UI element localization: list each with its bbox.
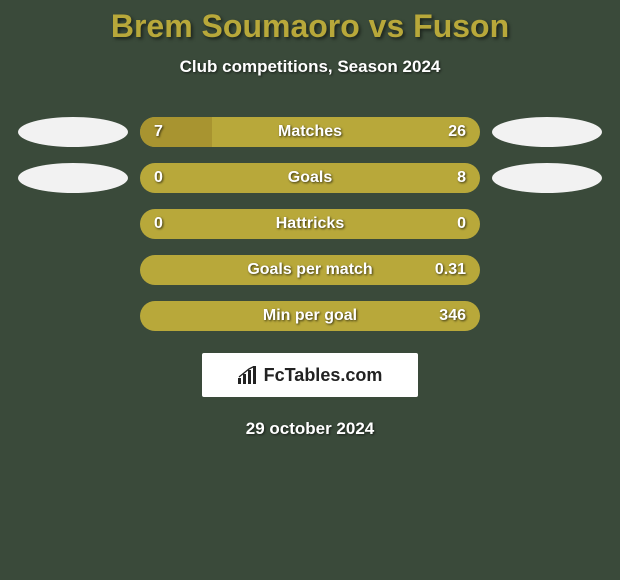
logo-badge: FcTables.com [202, 353, 418, 397]
chart-icon [238, 366, 260, 384]
date-line: 29 october 2024 [0, 419, 620, 439]
stat-name: Matches [140, 117, 480, 147]
stat-value-right: 346 [439, 301, 466, 331]
stat-bar: Goals per match0.31 [140, 255, 480, 285]
stat-value-right: 26 [448, 117, 466, 147]
stat-value-right: 8 [457, 163, 466, 193]
stat-row: 0Hattricks0 [0, 209, 620, 239]
stat-value-right: 0 [457, 209, 466, 239]
stat-bar: 0Hattricks0 [140, 209, 480, 239]
stat-name: Goals [140, 163, 480, 193]
stat-bar: 7Matches26 [140, 117, 480, 147]
stat-name: Hattricks [140, 209, 480, 239]
stat-bar: 0Goals8 [140, 163, 480, 193]
stat-bar: Min per goal346 [140, 301, 480, 331]
stat-name: Min per goal [140, 301, 480, 331]
player-marker-left [18, 163, 128, 193]
player-marker-right [492, 163, 602, 193]
stat-row: Min per goal346 [0, 301, 620, 331]
comparison-infographic: Brem Soumaoro vs Fuson Club competitions… [0, 0, 620, 439]
logo-text: FcTables.com [264, 365, 383, 386]
page-subtitle: Club competitions, Season 2024 [0, 57, 620, 77]
player-marker-right [492, 117, 602, 147]
stat-name: Goals per match [140, 255, 480, 285]
stat-row: 7Matches26 [0, 117, 620, 147]
stats-rows: 7Matches260Goals80Hattricks0Goals per ma… [0, 117, 620, 331]
stat-value-right: 0.31 [435, 255, 466, 285]
player-marker-left [18, 117, 128, 147]
stat-row: Goals per match0.31 [0, 255, 620, 285]
page-title: Brem Soumaoro vs Fuson [0, 8, 620, 45]
stat-row: 0Goals8 [0, 163, 620, 193]
